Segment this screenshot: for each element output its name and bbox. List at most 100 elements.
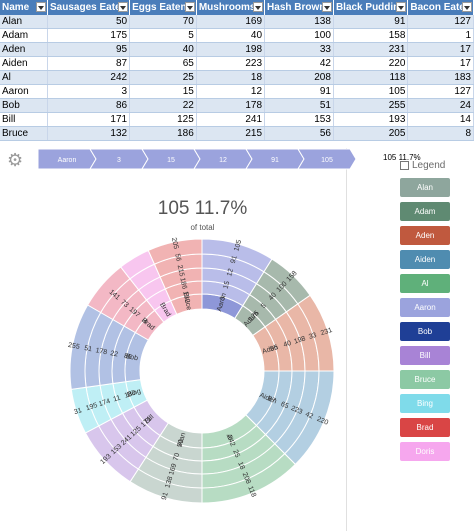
legend-item-al[interactable]: Al [400, 274, 450, 293]
filter-dropdown-icon[interactable] [396, 2, 407, 12]
table-cell[interactable]: 56 [264, 126, 334, 141]
table-cell[interactable]: 50 [47, 15, 131, 29]
table-cell[interactable]: 208 [264, 70, 334, 85]
legend-item-bill[interactable]: Bill [400, 346, 450, 365]
table-cell[interactable]: 1 [407, 28, 474, 43]
table-cell[interactable]: 40 [196, 28, 266, 43]
legend-toggle[interactable]: Legend [400, 160, 445, 171]
table-cell[interactable]: 70 [129, 15, 197, 29]
table-cell[interactable]: 125 [129, 112, 197, 127]
table-cell[interactable]: Aiden [0, 56, 48, 71]
table-cell[interactable]: 193 [333, 112, 409, 127]
column-header-1[interactable]: Sausages Eaten [47, 0, 131, 15]
table-cell[interactable]: 91 [333, 15, 409, 29]
column-header-3[interactable]: Mushrooms [196, 0, 266, 15]
table-cell[interactable]: 132 [47, 126, 131, 141]
column-header-4[interactable]: Hash Browns [264, 0, 334, 15]
table-cell[interactable]: 175 [47, 28, 131, 43]
filter-dropdown-icon[interactable] [36, 2, 46, 12]
table-cell[interactable]: Adam [0, 28, 48, 43]
table-cell[interactable]: 91 [264, 84, 334, 99]
table-cell[interactable]: 65 [129, 56, 197, 71]
table-cell[interactable]: 198 [196, 42, 266, 57]
table-cell[interactable]: 17 [407, 42, 474, 57]
table-cell[interactable]: 223 [196, 56, 266, 71]
table-cell[interactable]: 15 [129, 84, 197, 99]
table-cell[interactable]: 127 [407, 15, 474, 29]
table-cell[interactable]: 242 [47, 70, 131, 85]
table-cell[interactable]: 138 [264, 15, 334, 29]
table-cell[interactable]: 118 [333, 70, 409, 85]
table-cell[interactable]: 51 [264, 98, 334, 113]
legend-item-alan[interactable]: Alan [400, 178, 450, 197]
filter-dropdown-icon[interactable] [118, 2, 129, 12]
sunburst-arc[interactable] [147, 238, 203, 265]
legend-item-aden[interactable]: Aden [400, 226, 450, 245]
table-cell[interactable]: Aden [0, 42, 48, 57]
table-cell[interactable]: 86 [47, 98, 131, 113]
table-cell[interactable]: 183 [407, 70, 474, 85]
table-cell[interactable]: 42 [264, 56, 334, 71]
table-cell[interactable]: 231 [333, 42, 409, 57]
table-cell[interactable]: 22 [129, 98, 197, 113]
column-header-2[interactable]: Eggs Eaten [129, 0, 197, 15]
column-header-label: Bacon Eaten [410, 2, 471, 13]
table-cell[interactable]: 186 [129, 126, 197, 141]
legend-item-bing[interactable]: Bing [400, 394, 450, 413]
table-cell[interactable]: 215 [196, 126, 266, 141]
column-header-6[interactable]: Bacon Eaten [407, 0, 474, 15]
sunburst-value-label: 186 [178, 277, 187, 290]
table-cell[interactable]: 25 [129, 70, 197, 85]
table-cell[interactable]: 3 [47, 84, 131, 99]
table-cell[interactable]: 220 [333, 56, 409, 71]
table-cell[interactable]: Bob [0, 98, 48, 113]
table-cell[interactable]: 100 [264, 28, 334, 43]
legend-checkbox[interactable] [400, 161, 409, 170]
filter-dropdown-icon[interactable] [321, 2, 332, 12]
table-cell[interactable]: 127 [407, 84, 474, 99]
table-cell[interactable]: Bruce [0, 126, 48, 141]
sunburst-value-label: 5 [260, 302, 268, 310]
table-cell[interactable]: 40 [129, 42, 197, 57]
legend-item-doris[interactable]: Doris [400, 442, 450, 461]
table-cell[interactable]: 17 [407, 56, 474, 71]
table-cell[interactable]: 95 [47, 42, 131, 57]
table-row: Bruce 132 186 215 56 205 8 [0, 126, 474, 141]
table-cell[interactable]: 153 [264, 112, 334, 127]
table-cell[interactable]: 33 [264, 42, 334, 57]
column-header-label: Hash Browns [267, 2, 331, 13]
table-cell[interactable]: 169 [196, 15, 266, 29]
table-cell[interactable]: 87 [47, 56, 131, 71]
legend-item-bob[interactable]: Bob [400, 322, 450, 341]
legend-item-adam[interactable]: Adam [400, 202, 450, 221]
gear-icon[interactable]: ⚙ [7, 150, 24, 170]
table-cell[interactable]: 171 [47, 112, 131, 127]
table-cell[interactable]: 14 [407, 112, 474, 127]
table-cell[interactable]: 5 [129, 28, 197, 43]
legend-item-bruce[interactable]: Bruce [400, 370, 450, 389]
table-cell[interactable]: Bill [0, 112, 48, 127]
filter-dropdown-icon[interactable] [462, 2, 472, 12]
breadcrumb-item[interactable] [297, 148, 357, 170]
table-cell[interactable]: 8 [407, 126, 474, 141]
table-cell[interactable]: 205 [333, 126, 409, 141]
table-cell[interactable]: 105 [333, 84, 409, 99]
legend-item-aiden[interactable]: Aiden [400, 250, 450, 269]
column-header-5[interactable]: Black Pudding [333, 0, 409, 15]
table-cell[interactable]: 158 [333, 28, 409, 43]
table-row: Aiden 87 65 223 42 220 17 [0, 56, 474, 71]
filter-dropdown-icon[interactable] [184, 2, 195, 12]
column-header-0[interactable]: Name [0, 0, 48, 15]
legend-item-aaron[interactable]: Aaron [400, 298, 450, 317]
table-cell[interactable]: Aaron [0, 84, 48, 99]
table-cell[interactable]: 241 [196, 112, 266, 127]
table-cell[interactable]: Alan [0, 15, 48, 29]
table-cell[interactable]: 24 [407, 98, 474, 113]
table-cell[interactable]: 12 [196, 84, 266, 99]
table-cell[interactable]: 178 [196, 98, 266, 113]
legend-item-brad[interactable]: Brad [400, 418, 450, 437]
filter-dropdown-icon[interactable] [253, 2, 264, 12]
table-cell[interactable]: Al [0, 70, 48, 85]
table-cell[interactable]: 18 [196, 70, 266, 85]
table-cell[interactable]: 255 [333, 98, 409, 113]
